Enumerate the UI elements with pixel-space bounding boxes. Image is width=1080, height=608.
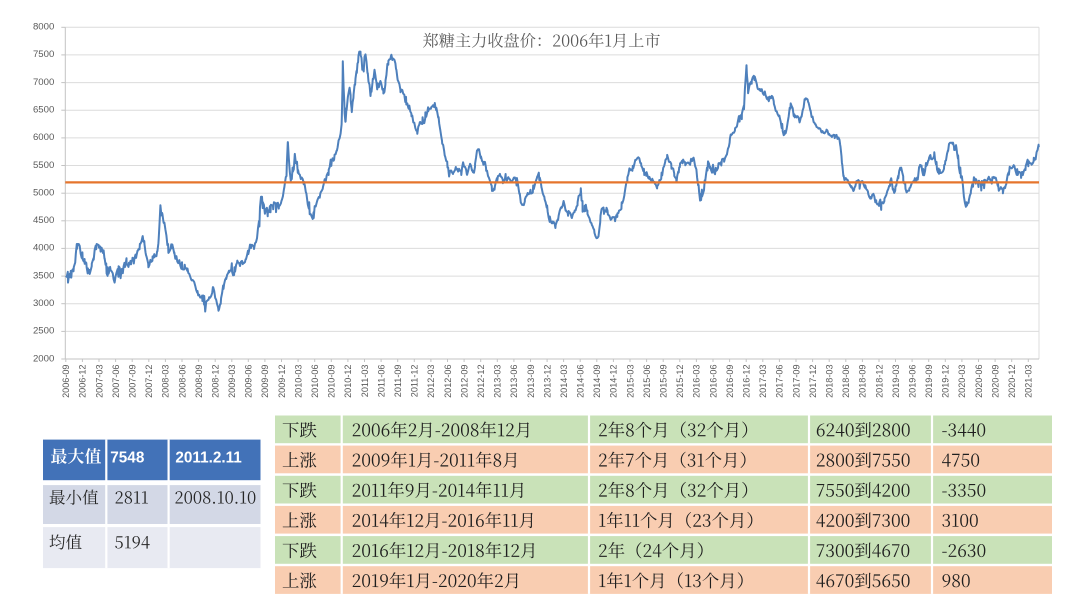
svg-text:2010-03: 2010-03 (293, 365, 303, 398)
svg-text:2020-12: 2020-12 (1007, 365, 1017, 398)
svg-text:2020-09: 2020-09 (990, 365, 1000, 398)
svg-text:2011-09: 2011-09 (393, 365, 403, 398)
svg-text:2012-09: 2012-09 (459, 365, 469, 398)
svg-text:2013-09: 2013-09 (526, 365, 536, 398)
svg-text:2000: 2000 (33, 353, 54, 364)
svg-text:2014-09: 2014-09 (592, 365, 602, 398)
svg-text:2014-06: 2014-06 (576, 365, 586, 398)
svg-text:2009-03: 2009-03 (227, 365, 237, 398)
svg-text:4500: 4500 (33, 215, 54, 226)
svg-text:2011-12: 2011-12 (410, 365, 420, 398)
svg-text:2007-12: 2007-12 (144, 365, 154, 398)
svg-text:2017-12: 2017-12 (808, 365, 818, 398)
svg-text:6000: 6000 (33, 132, 54, 143)
svg-text:2008-06: 2008-06 (177, 365, 187, 398)
svg-text:2016-06: 2016-06 (708, 365, 718, 398)
svg-text:2017-09: 2017-09 (791, 365, 801, 398)
svg-text:5500: 5500 (33, 160, 54, 171)
svg-text:2018-06: 2018-06 (841, 365, 851, 398)
svg-text:2020-06: 2020-06 (974, 365, 984, 398)
svg-text:2500: 2500 (33, 326, 54, 337)
svg-text:2009-06: 2009-06 (244, 365, 254, 398)
svg-text:2006-12: 2006-12 (78, 365, 88, 398)
svg-text:2013-03: 2013-03 (493, 364, 503, 397)
svg-text:2014-12: 2014-12 (609, 365, 619, 398)
svg-text:2019-03: 2019-03 (891, 365, 901, 398)
svg-text:2008-12: 2008-12 (211, 365, 221, 398)
svg-text:2010-12: 2010-12 (343, 365, 353, 398)
svg-text:2019-06: 2019-06 (907, 365, 917, 398)
svg-text:2012-12: 2012-12 (476, 365, 486, 398)
svg-text:2018-12: 2018-12 (874, 365, 884, 398)
svg-text:2006-09: 2006-09 (61, 365, 71, 398)
svg-text:2010-09: 2010-09 (327, 365, 337, 398)
svg-text:2015-03: 2015-03 (625, 365, 635, 398)
svg-text:2013-06: 2013-06 (509, 365, 519, 398)
svg-text:4000: 4000 (33, 243, 54, 254)
svg-text:2012-06: 2012-06 (443, 365, 453, 398)
svg-text:7548: 7548 (110, 449, 145, 466)
svg-text:3500: 3500 (33, 270, 54, 281)
svg-text:6500: 6500 (33, 105, 54, 116)
svg-text:8000: 8000 (33, 22, 54, 33)
svg-text:2017-03: 2017-03 (758, 365, 768, 398)
svg-text:2007-06: 2007-06 (111, 365, 121, 398)
svg-text:2010-06: 2010-06 (310, 365, 320, 398)
svg-text:3000: 3000 (33, 298, 54, 309)
svg-text:7500: 7500 (33, 49, 54, 60)
svg-text:2018-03: 2018-03 (825, 365, 835, 398)
svg-text:2007-03: 2007-03 (94, 365, 104, 398)
svg-text:2014-03: 2014-03 (559, 365, 569, 398)
svg-text:7000: 7000 (33, 77, 54, 88)
svg-text:2019-09: 2019-09 (924, 365, 934, 398)
svg-text:2019-12: 2019-12 (941, 365, 951, 398)
svg-text:2011.2.11: 2011.2.11 (175, 449, 242, 466)
svg-text:2015-12: 2015-12 (675, 365, 685, 398)
svg-text:2011-06: 2011-06 (376, 365, 386, 398)
svg-text:2015-06: 2015-06 (642, 365, 652, 398)
svg-text:2016-03: 2016-03 (692, 365, 702, 398)
svg-text:2009-12: 2009-12 (277, 365, 287, 398)
svg-text:2008-09: 2008-09 (194, 365, 204, 398)
svg-text:2011-03: 2011-03 (360, 365, 370, 398)
svg-text:2008-03: 2008-03 (161, 365, 171, 398)
svg-text:2020-03: 2020-03 (957, 365, 967, 398)
svg-text:5000: 5000 (33, 188, 54, 199)
svg-text:2018-09: 2018-09 (858, 365, 868, 398)
svg-text:2009-09: 2009-09 (260, 365, 270, 398)
svg-text:2016-09: 2016-09 (725, 365, 735, 398)
svg-text:2013-12: 2013-12 (542, 365, 552, 398)
svg-text:2012-03: 2012-03 (426, 365, 436, 398)
svg-text:2016-12: 2016-12 (742, 365, 752, 398)
svg-text:2007-09: 2007-09 (128, 365, 138, 398)
svg-text:2017-06: 2017-06 (775, 365, 785, 398)
svg-text:2021-03: 2021-03 (1024, 365, 1034, 398)
svg-text:2015-09: 2015-09 (659, 365, 669, 398)
